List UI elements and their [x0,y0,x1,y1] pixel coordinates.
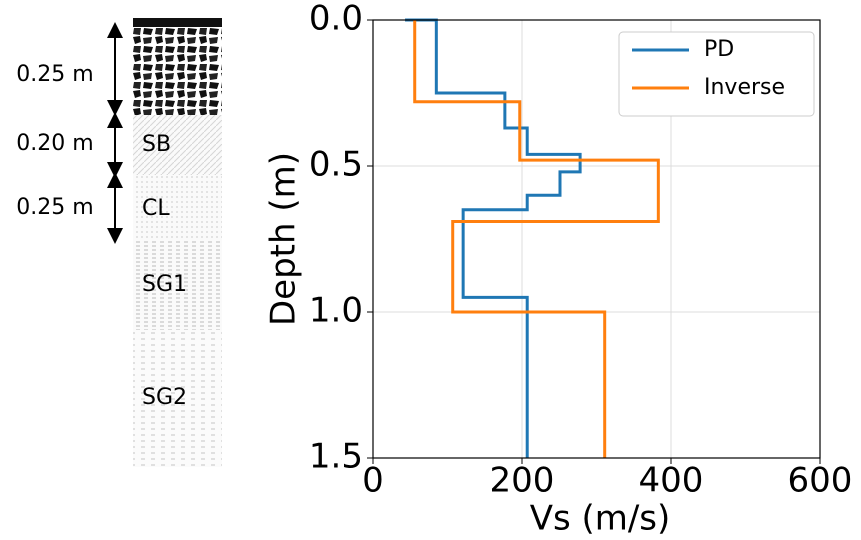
surface [133,18,222,27]
legend-label: Inverse [704,75,785,100]
series-line [405,18,582,458]
thickness-label: 0.25 m [16,195,93,220]
layer-label: SB [142,132,171,157]
y-tick-label: 0.5 [309,145,363,185]
y-axis-label: Depth (m) [264,152,304,326]
x-tick-label: 200 [490,461,555,501]
plot-frame [372,19,821,459]
x-tick-label: 400 [639,461,704,501]
layer-gravel [133,27,222,115]
layer-sg2 [133,330,222,467]
x-tick-label: 600 [788,461,853,501]
y-tick-label: 1.0 [309,291,363,331]
legend-label: PD [704,37,734,62]
layer-label: CL [142,196,170,221]
layer-sb [133,115,222,175]
thickness-label: 0.25 m [16,62,93,87]
layer-sg1 [133,240,222,330]
y-tick-label: 0.0 [309,0,363,39]
x-tick-label: 0 [362,461,384,501]
soil-profile: 0.25 m 0.20 m 0.25 m SB CL SG1 SG2 [16,18,222,467]
layer-label: SG2 [142,385,187,410]
y-tick-label: 1.5 [309,437,363,477]
thickness-label: 0.20 m [16,131,93,156]
x-axis-label: Vs (m/s) [530,499,671,539]
layer-label: SG1 [142,272,187,297]
series-line [413,20,660,458]
legend-box [618,31,815,117]
layer-cl [133,175,222,240]
